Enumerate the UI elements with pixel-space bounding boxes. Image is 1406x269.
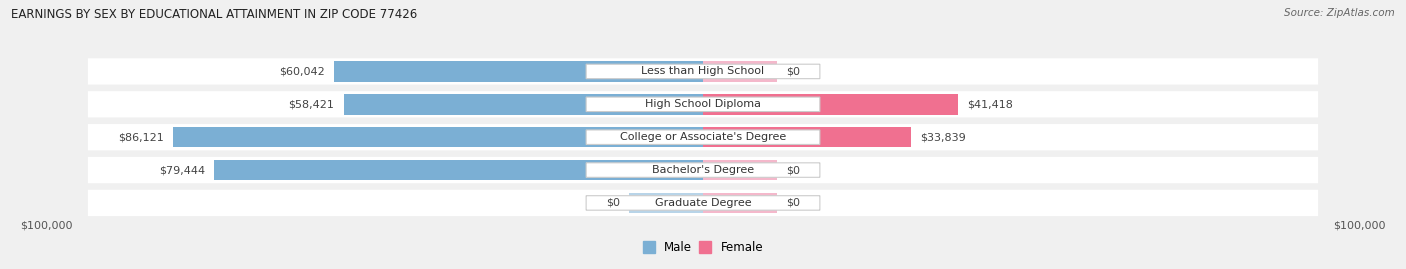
FancyBboxPatch shape xyxy=(586,163,820,177)
Bar xyxy=(173,127,703,147)
Text: $79,444: $79,444 xyxy=(159,165,205,175)
Text: $58,421: $58,421 xyxy=(288,99,335,109)
Text: $0: $0 xyxy=(786,66,800,76)
FancyBboxPatch shape xyxy=(87,190,1319,216)
Text: Source: ZipAtlas.com: Source: ZipAtlas.com xyxy=(1284,8,1395,18)
Bar xyxy=(703,160,778,180)
Bar xyxy=(333,61,703,82)
Text: EARNINGS BY SEX BY EDUCATIONAL ATTAINMENT IN ZIP CODE 77426: EARNINGS BY SEX BY EDUCATIONAL ATTAINMEN… xyxy=(11,8,418,21)
Bar xyxy=(703,61,778,82)
Bar xyxy=(703,127,911,147)
FancyBboxPatch shape xyxy=(586,130,820,144)
Text: $100,000: $100,000 xyxy=(1333,220,1386,230)
FancyBboxPatch shape xyxy=(586,196,820,210)
Legend: Male, Female: Male, Female xyxy=(638,237,768,259)
Bar xyxy=(703,193,778,213)
FancyBboxPatch shape xyxy=(586,64,820,79)
Text: High School Diploma: High School Diploma xyxy=(645,99,761,109)
Text: $33,839: $33,839 xyxy=(921,132,966,142)
FancyBboxPatch shape xyxy=(586,97,820,112)
Text: $100,000: $100,000 xyxy=(20,220,73,230)
FancyBboxPatch shape xyxy=(87,157,1319,183)
FancyBboxPatch shape xyxy=(87,91,1319,118)
Text: $86,121: $86,121 xyxy=(118,132,165,142)
FancyBboxPatch shape xyxy=(87,58,1319,84)
Text: College or Associate's Degree: College or Associate's Degree xyxy=(620,132,786,142)
Bar xyxy=(214,160,703,180)
Bar xyxy=(703,94,957,115)
Text: Graduate Degree: Graduate Degree xyxy=(655,198,751,208)
Text: $0: $0 xyxy=(606,198,620,208)
Text: $60,042: $60,042 xyxy=(278,66,325,76)
Text: Bachelor's Degree: Bachelor's Degree xyxy=(652,165,754,175)
Text: $41,418: $41,418 xyxy=(967,99,1012,109)
Text: $0: $0 xyxy=(786,165,800,175)
Text: Less than High School: Less than High School xyxy=(641,66,765,76)
Bar xyxy=(343,94,703,115)
Bar xyxy=(630,193,703,213)
FancyBboxPatch shape xyxy=(87,124,1319,150)
Text: $0: $0 xyxy=(786,198,800,208)
